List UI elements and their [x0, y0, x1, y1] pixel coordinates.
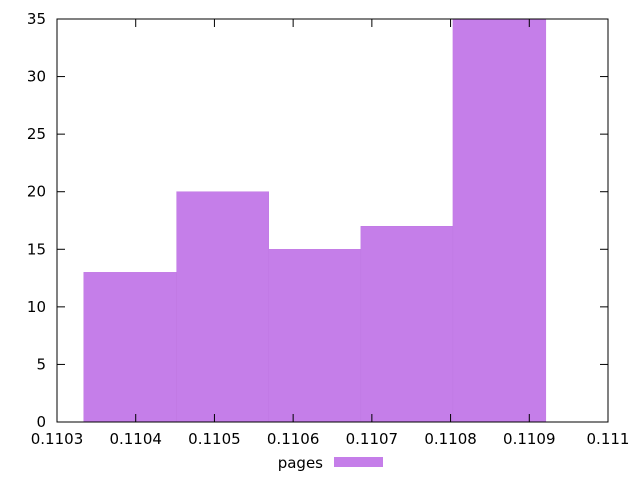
y-tick-label: 20: [27, 183, 46, 201]
x-tick-label: 0.1105: [188, 430, 241, 448]
x-tick-label: 0.1108: [424, 430, 477, 448]
y-tick-label: 15: [27, 240, 46, 258]
histogram-bar: [83, 272, 177, 423]
x-tick-label: 0.1107: [346, 430, 399, 448]
x-tick-label: 0.1109: [503, 430, 556, 448]
x-tick-label: 0.1104: [109, 430, 162, 448]
histogram-bar: [452, 18, 547, 423]
histogram-bar: [176, 191, 269, 423]
bars-group: [83, 18, 547, 423]
legend-swatch: [334, 457, 383, 467]
legend-label: pages: [278, 454, 323, 472]
y-tick-label: 0: [36, 413, 46, 431]
y-tick-label: 5: [36, 355, 46, 373]
y-tick-label: 35: [27, 10, 46, 28]
y-tick-label: 30: [27, 68, 46, 86]
x-tick-label: 0.1103: [31, 430, 84, 448]
y-tick-label: 25: [27, 125, 46, 143]
x-tick-label: 0.111: [587, 430, 630, 448]
plot-frame: [56, 18, 609, 423]
histogram-bar: [268, 249, 362, 423]
y-tick-label: 10: [27, 298, 46, 316]
axis-ticks: 0.1103 0.1104 0.1105 0.1106 0.1107 0.1108 0.11…: [27, 10, 630, 448]
legend: pages: [278, 454, 383, 472]
histogram-bar: [360, 226, 454, 423]
x-tick-label: 0.1106: [267, 430, 320, 448]
